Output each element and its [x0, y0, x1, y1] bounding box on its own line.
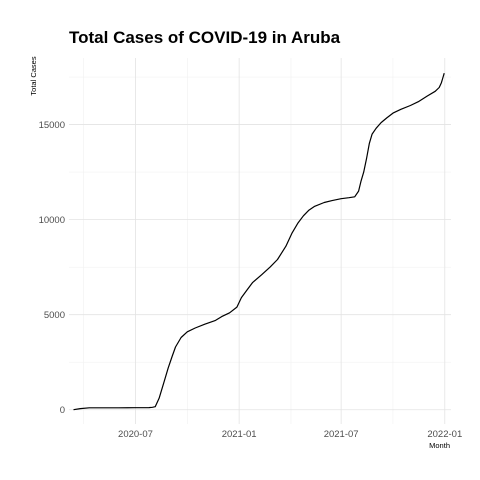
total-cases-line	[73, 73, 445, 411]
x-tick-labels: 2020-07 2021-01 2021-07 2022-01	[118, 429, 462, 440]
y-axis-label: Total Cases	[29, 56, 38, 95]
chart-title: Total Cases of COVID-19 in Aruba	[69, 28, 341, 47]
y-tick-label: 15000	[39, 120, 65, 131]
x-tick-label: 2020-07	[118, 429, 153, 440]
grid-lines	[69, 58, 451, 424]
x-axis-label: Month	[429, 441, 450, 450]
y-tick-label: 5000	[44, 310, 65, 321]
y-tick-label: 0	[60, 405, 65, 416]
x-tick-label: 2021-07	[324, 429, 359, 440]
y-tick-labels: 0 5000 10000 15000	[39, 120, 65, 416]
x-tick-label: 2021-01	[222, 429, 257, 440]
x-tick-label: 2022-01	[427, 429, 462, 440]
y-tick-label: 10000	[39, 215, 65, 226]
